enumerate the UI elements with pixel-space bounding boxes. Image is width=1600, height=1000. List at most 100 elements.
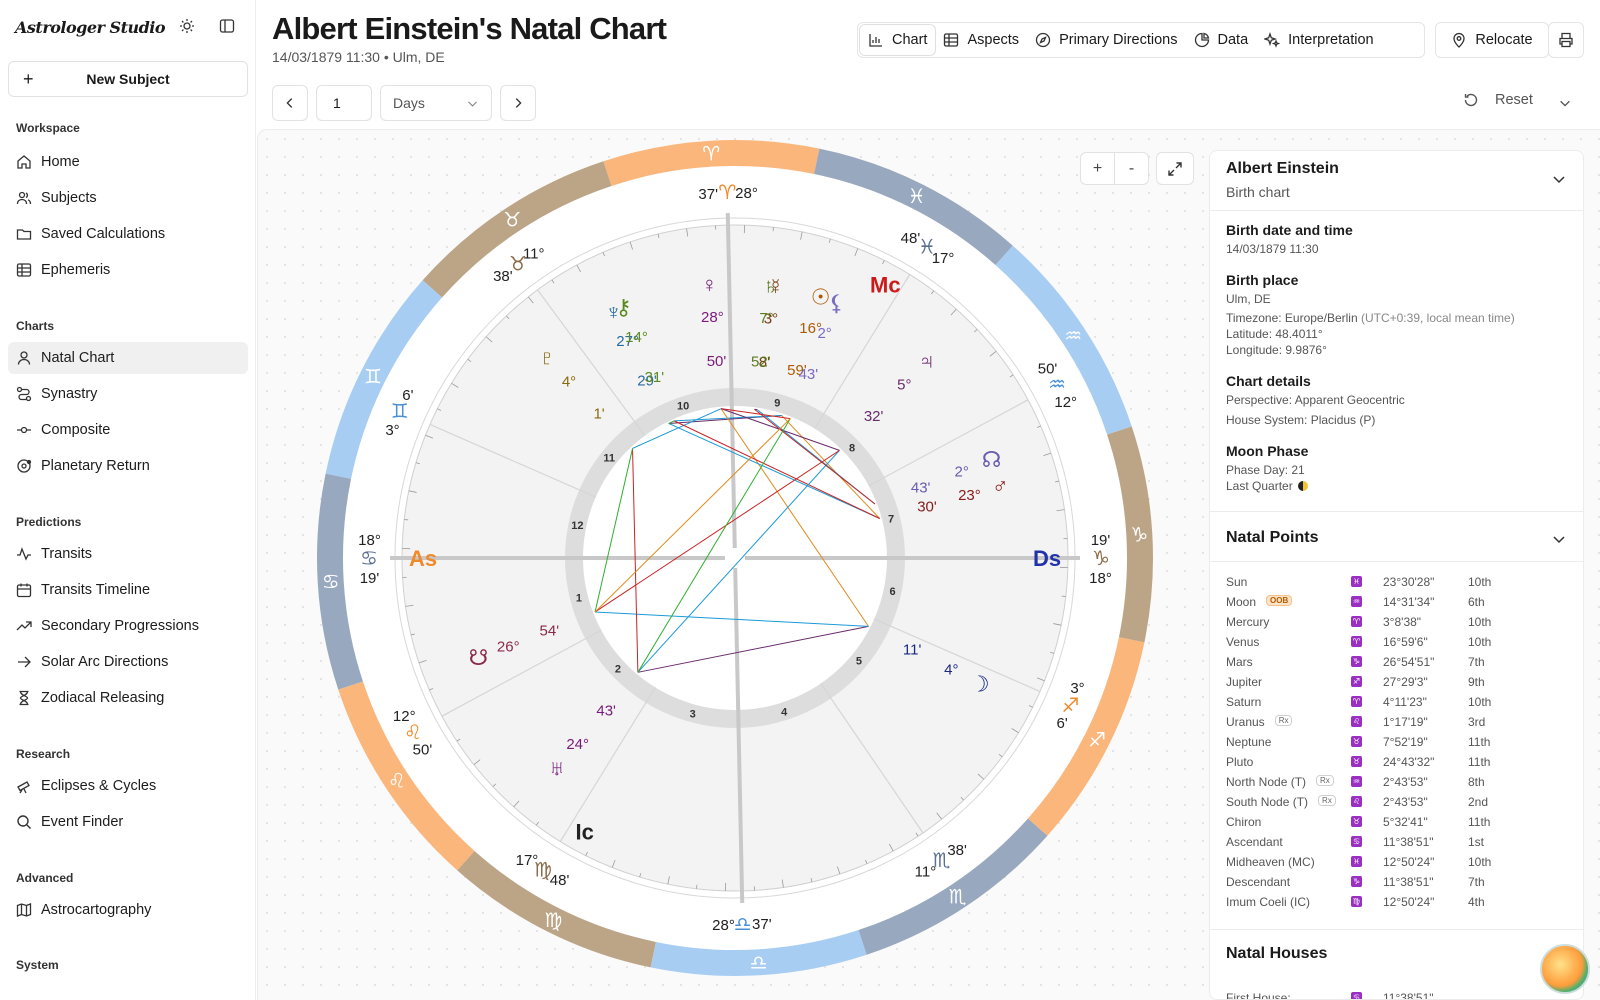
nav-planetary-return[interactable]: Planetary Return bbox=[8, 450, 248, 482]
natal-point-row: Midheaven (MC) ♓ 12°50'24" 10th bbox=[1226, 855, 1492, 869]
pie-chart-icon bbox=[1194, 32, 1209, 48]
tab-primary-directions[interactable]: Primary Directions bbox=[1027, 25, 1185, 55]
sign-icon: ♒ bbox=[1351, 776, 1362, 787]
tab-aspects[interactable]: Aspects bbox=[935, 25, 1027, 55]
new-subject-button[interactable]: + New Subject bbox=[8, 61, 248, 97]
aspect-line bbox=[594, 418, 791, 613]
page-subtitle: 14/03/1879 11:30 • Ulm, DE bbox=[272, 49, 445, 65]
tab-data[interactable]: Data bbox=[1186, 25, 1257, 55]
natal-point-row: Mars ♑ 26°54'51" 7th bbox=[1226, 655, 1485, 669]
house-number: 1 bbox=[576, 592, 582, 604]
tab-interpretation[interactable]: Interpretation bbox=[1256, 25, 1381, 55]
nav-event-finder[interactable]: Event Finder bbox=[8, 806, 248, 838]
house-number: 8 bbox=[849, 442, 855, 454]
sign-icon: ♉ bbox=[1351, 736, 1362, 747]
house-number: 10 bbox=[677, 401, 689, 413]
cusp-minute-label: 37' bbox=[752, 916, 772, 933]
sidebar-toggle-icon[interactable] bbox=[217, 16, 237, 36]
aspect-line bbox=[637, 418, 791, 673]
commit-icon bbox=[17, 426, 31, 434]
degree-tick bbox=[973, 329, 978, 333]
divider bbox=[1210, 511, 1583, 512]
relocate-button[interactable]: Relocate bbox=[1435, 22, 1549, 58]
cusp-degree-label: 28° bbox=[712, 917, 735, 934]
theme-toggle-sun-icon[interactable] bbox=[177, 16, 197, 36]
sign-icon: ♉ bbox=[1351, 756, 1362, 767]
cusp-minute-label: 19' bbox=[360, 570, 380, 587]
nav-transits[interactable]: Transits bbox=[8, 538, 248, 570]
chevron-down-icon[interactable] bbox=[1551, 171, 1567, 187]
nav-composite[interactable]: Composite bbox=[8, 414, 248, 446]
nav-secondary-progressions[interactable]: Secondary Progressions bbox=[8, 610, 248, 642]
zodiac-sign-glyph: ♍ bbox=[544, 908, 562, 932]
zodiac-sign-glyph: ♓ bbox=[908, 184, 926, 208]
zoom-in-button[interactable]: + bbox=[1081, 153, 1115, 184]
planet-glyph: ⚸ bbox=[828, 290, 844, 315]
nav-saved-calculations[interactable]: Saved Calculations bbox=[8, 218, 248, 250]
nav-natal-chart[interactable]: Natal Chart bbox=[8, 342, 248, 374]
step-amount-input[interactable]: 1 bbox=[316, 85, 372, 121]
cusp-sign-glyph: ♒ bbox=[1048, 374, 1066, 396]
natal-point-row: Venus ♈ 16°59'6" 10th bbox=[1226, 635, 1492, 649]
print-button[interactable] bbox=[1548, 22, 1584, 58]
folder-icon bbox=[16, 229, 32, 240]
chevron-down-icon[interactable] bbox=[1551, 531, 1567, 547]
nav-solar-arc-directions[interactable]: Solar Arc Directions bbox=[8, 646, 248, 678]
degree-tick bbox=[1036, 677, 1045, 682]
nav-zodiacal-releasing[interactable]: Zodiacal Releasing bbox=[8, 682, 248, 714]
nav-home[interactable]: Home bbox=[8, 146, 248, 178]
degree-tick bbox=[611, 859, 616, 868]
point-badge: Rx bbox=[1274, 715, 1293, 726]
nav-astrocartography[interactable]: Astrocartography bbox=[8, 894, 248, 926]
cusp-degree-label: 11° bbox=[523, 245, 545, 262]
birth-dt-label: Birth date and time bbox=[1226, 222, 1353, 238]
next-step-button[interactable] bbox=[500, 85, 536, 121]
zodiac-sign-glyph: ♉ bbox=[503, 208, 521, 232]
natal-chart-wheel[interactable]: ♈♉♊♋♌♍♎♏♐♑♒♓123 45678910111218°19'♋12°50'… bbox=[314, 137, 1156, 979]
nav-eclipses-cycles[interactable]: Eclipses & Cycles bbox=[8, 770, 248, 802]
map-pin-icon bbox=[1453, 32, 1466, 48]
zodiac-sign-segment bbox=[1027, 637, 1145, 836]
avatar[interactable] bbox=[1540, 944, 1590, 994]
planet-minute-label: 32' bbox=[864, 408, 884, 425]
degree-tick bbox=[437, 408, 442, 411]
expand-icon bbox=[1168, 161, 1182, 176]
degree-tick bbox=[1011, 728, 1019, 734]
printer-icon bbox=[1559, 32, 1573, 48]
nav-ephemeris[interactable]: Ephemeris bbox=[8, 254, 248, 286]
tab-chart[interactable]: Chart bbox=[860, 25, 936, 55]
angle-axis bbox=[725, 213, 737, 549]
aspect-line bbox=[781, 415, 881, 519]
degree-tick bbox=[889, 843, 894, 852]
users-icon bbox=[16, 191, 32, 205]
degree-tick bbox=[810, 878, 813, 883]
map-icon bbox=[16, 903, 32, 917]
natal-point-row: Saturn ♈ 4°11'23" 10th bbox=[1226, 695, 1492, 709]
zoom-out-button[interactable]: - bbox=[1128, 159, 1135, 177]
subject-card-header[interactable]: Albert Einstein Birth chart bbox=[1210, 151, 1583, 211]
latitude-value: Latitude: 48.4011° bbox=[1226, 327, 1323, 341]
natal-point-row: Imum Coeli (IC) ♍ 12°50'24" 4th bbox=[1226, 895, 1485, 909]
nav-synastry[interactable]: Synastry bbox=[8, 378, 248, 410]
zodiac-sign-segment bbox=[650, 930, 867, 976]
fullscreen-button[interactable] bbox=[1156, 152, 1194, 185]
degree-tick bbox=[535, 821, 539, 826]
chevron-down-icon[interactable] bbox=[1558, 96, 1572, 110]
telescope-icon bbox=[17, 781, 30, 794]
reset-button[interactable]: Reset bbox=[1463, 92, 1533, 108]
nav-subjects[interactable]: Subjects bbox=[8, 182, 248, 214]
degree-tick bbox=[882, 260, 885, 265]
step-unit-select[interactable]: Days bbox=[380, 85, 492, 121]
nav-transits-timeline[interactable]: Transits Timeline bbox=[8, 574, 248, 606]
planet-degree-label: 14° bbox=[625, 329, 648, 346]
point-badge: Rx bbox=[1318, 795, 1336, 806]
planet-minute-label: 50' bbox=[707, 353, 727, 370]
planet-glyph: ♇ bbox=[539, 345, 556, 370]
zodiac-sign-glyph: ♊ bbox=[364, 364, 382, 388]
degree-tick bbox=[467, 358, 472, 362]
prev-step-button[interactable] bbox=[272, 85, 308, 121]
grid-icon bbox=[944, 33, 959, 47]
sign-icon: ♑ bbox=[1351, 656, 1362, 667]
degree-tick bbox=[425, 434, 434, 439]
planet-glyph: ☉ bbox=[811, 285, 831, 310]
